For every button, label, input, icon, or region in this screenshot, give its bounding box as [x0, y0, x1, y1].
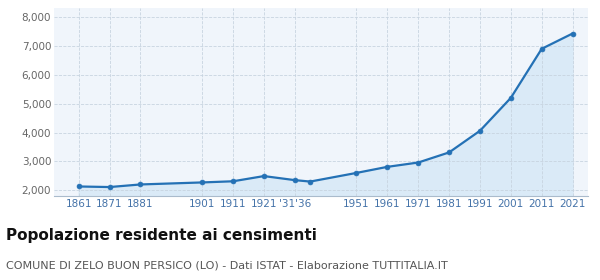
Text: Popolazione residente ai censimenti: Popolazione residente ai censimenti — [6, 228, 317, 243]
Text: COMUNE DI ZELO BUON PERSICO (LO) - Dati ISTAT - Elaborazione TUTTITALIA.IT: COMUNE DI ZELO BUON PERSICO (LO) - Dati … — [6, 260, 448, 270]
